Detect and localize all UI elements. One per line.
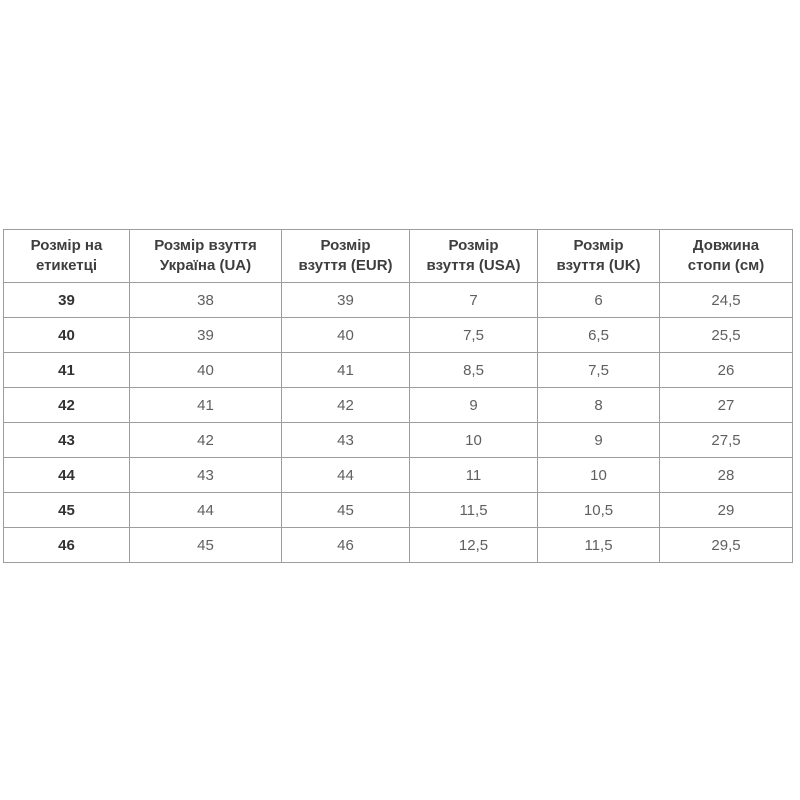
column-header-uk-size: Розмір взуття (UK) [537, 229, 660, 283]
cell-uk-size: 11,5 [537, 527, 660, 563]
column-header-usa-size: Розмір взуття (USA) [409, 229, 538, 283]
cell-ua-size: 38 [129, 282, 282, 318]
cell-eur-size: 40 [281, 317, 410, 353]
cell-ua-size: 42 [129, 422, 282, 458]
cell-usa-size: 12,5 [409, 527, 538, 563]
cell-ua-size: 39 [129, 317, 282, 353]
table-row: 44 43 44 11 10 28 [3, 457, 793, 493]
cell-label-size: 42 [3, 387, 130, 423]
table-row: 40 39 40 7,5 6,5 25,5 [3, 317, 793, 353]
table-row: 45 44 45 11,5 10,5 29 [3, 492, 793, 528]
cell-uk-size: 10 [537, 457, 660, 493]
table-row: 43 42 43 10 9 27,5 [3, 422, 793, 458]
table-row: 42 41 42 9 8 27 [3, 387, 793, 423]
header-row: Розмір на етикетці Розмір взуття Україна… [3, 229, 793, 283]
cell-label-size: 43 [3, 422, 130, 458]
cell-foot-length: 27,5 [659, 422, 793, 458]
cell-uk-size: 6,5 [537, 317, 660, 353]
cell-foot-length: 24,5 [659, 282, 793, 318]
table-row: 39 38 39 7 6 24,5 [3, 282, 793, 318]
cell-usa-size: 11,5 [409, 492, 538, 528]
cell-foot-length: 25,5 [659, 317, 793, 353]
cell-label-size: 40 [3, 317, 130, 353]
cell-uk-size: 9 [537, 422, 660, 458]
cell-eur-size: 46 [281, 527, 410, 563]
table-body: 39 38 39 7 6 24,5 40 39 40 7,5 6,5 25,5 … [3, 282, 793, 563]
cell-label-size: 44 [3, 457, 130, 493]
cell-label-size: 45 [3, 492, 130, 528]
cell-ua-size: 43 [129, 457, 282, 493]
cell-usa-size: 9 [409, 387, 538, 423]
cell-usa-size: 11 [409, 457, 538, 493]
cell-uk-size: 8 [537, 387, 660, 423]
cell-usa-size: 7 [409, 282, 538, 318]
cell-foot-length: 29 [659, 492, 793, 528]
cell-eur-size: 44 [281, 457, 410, 493]
cell-usa-size: 10 [409, 422, 538, 458]
cell-eur-size: 43 [281, 422, 410, 458]
cell-foot-length: 29,5 [659, 527, 793, 563]
cell-eur-size: 41 [281, 352, 410, 388]
column-header-label-size: Розмір на етикетці [3, 229, 130, 283]
cell-usa-size: 8,5 [409, 352, 538, 388]
cell-usa-size: 7,5 [409, 317, 538, 353]
cell-label-size: 41 [3, 352, 130, 388]
size-conversion-table: Розмір на етикетці Розмір взуття Україна… [3, 229, 793, 563]
cell-uk-size: 6 [537, 282, 660, 318]
cell-ua-size: 41 [129, 387, 282, 423]
column-header-eur-size: Розмір взуття (EUR) [281, 229, 410, 283]
cell-label-size: 46 [3, 527, 130, 563]
column-header-foot-length: Довжина стопи (см) [659, 229, 793, 283]
cell-label-size: 39 [3, 282, 130, 318]
cell-ua-size: 45 [129, 527, 282, 563]
cell-eur-size: 45 [281, 492, 410, 528]
column-header-ua-size: Розмір взуття Україна (UA) [129, 229, 282, 283]
cell-foot-length: 27 [659, 387, 793, 423]
table-header: Розмір на етикетці Розмір взуття Україна… [3, 229, 793, 283]
cell-foot-length: 26 [659, 352, 793, 388]
cell-eur-size: 39 [281, 282, 410, 318]
cell-eur-size: 42 [281, 387, 410, 423]
cell-uk-size: 10,5 [537, 492, 660, 528]
table-row: 46 45 46 12,5 11,5 29,5 [3, 527, 793, 563]
table-row: 41 40 41 8,5 7,5 26 [3, 352, 793, 388]
cell-ua-size: 44 [129, 492, 282, 528]
cell-ua-size: 40 [129, 352, 282, 388]
cell-foot-length: 28 [659, 457, 793, 493]
cell-uk-size: 7,5 [537, 352, 660, 388]
